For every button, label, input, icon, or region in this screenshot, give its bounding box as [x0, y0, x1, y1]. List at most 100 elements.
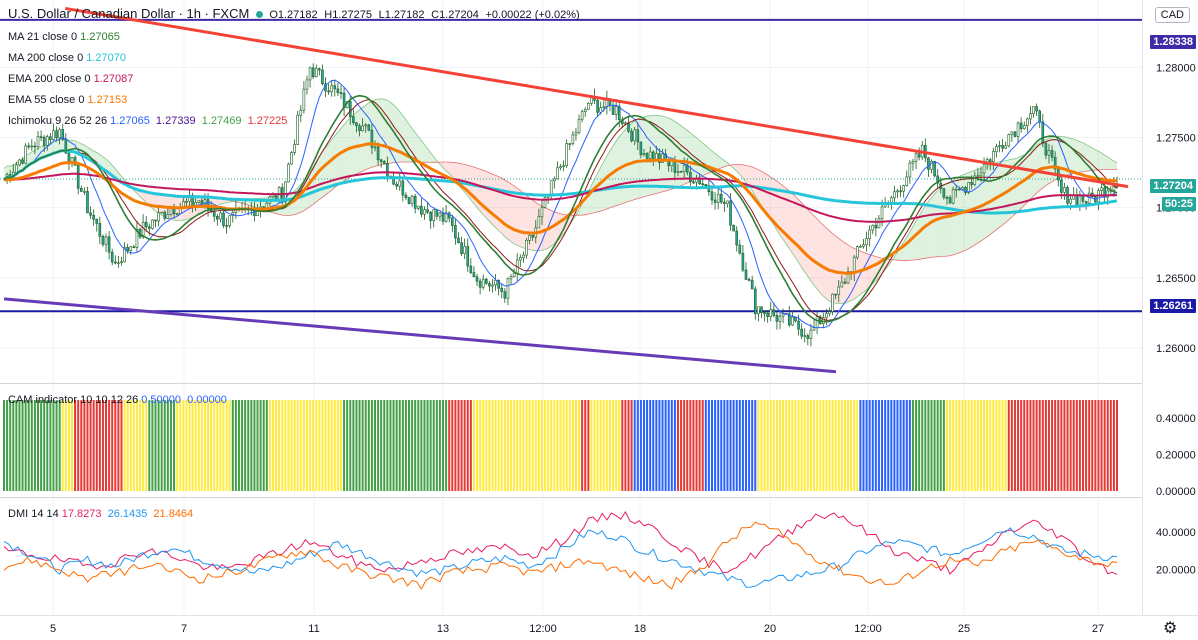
cam-bar — [497, 400, 500, 491]
cam-bar — [411, 400, 414, 491]
currency-badge[interactable]: CAD — [1154, 7, 1190, 23]
cam-bar — [466, 400, 469, 491]
cloud-segment — [832, 233, 836, 304]
candle-body — [927, 157, 930, 170]
candle-body — [562, 165, 565, 167]
cloud-segment — [489, 172, 493, 225]
cam-bar — [207, 400, 210, 491]
cloud-segment — [909, 226, 913, 261]
cloud-segment — [446, 161, 450, 174]
candle-body — [930, 161, 933, 170]
cloud-segment — [653, 115, 657, 195]
symbol-title[interactable]: U.S. Dollar / Canadian Dollar · 1h · FXC… — [8, 6, 250, 21]
candle-body — [481, 278, 485, 288]
cam-bar — [970, 400, 973, 491]
candle-body — [1081, 195, 1085, 202]
cam-bar — [627, 400, 630, 491]
indicator-ema200[interactable]: EMA 200 close 0 1.27087 — [8, 73, 136, 85]
cam-bar — [234, 400, 237, 491]
candle-body — [954, 188, 958, 191]
cam-bar — [12, 400, 15, 491]
cam-bar — [225, 400, 228, 491]
cam-legend[interactable]: CAM indicator 10 10 12 26 0.50000 0.00000 — [8, 394, 230, 406]
cam-bar — [766, 400, 769, 491]
pane-separator-dmi[interactable] — [0, 497, 1142, 498]
candle-body — [797, 320, 800, 330]
cam-bar — [108, 400, 111, 491]
symbol-header[interactable]: U.S. Dollar / Canadian Dollar · 1h · FXC… — [8, 6, 583, 21]
candle-body — [763, 312, 766, 314]
cloud-segment — [677, 123, 682, 187]
cloud-segment — [1076, 140, 1080, 173]
dmi-legend[interactable]: DMI 14 14 17.8273 26.1435 21.8464 — [8, 508, 196, 520]
candle-body — [1035, 106, 1038, 112]
cam-bar — [429, 400, 432, 491]
cam-bar — [1047, 400, 1050, 491]
ichimoku-span-a — [3, 98, 1118, 304]
cam-bar — [1004, 400, 1007, 491]
cam-bar — [358, 400, 361, 491]
cam-bar — [58, 400, 61, 491]
cloud-segment — [155, 193, 159, 214]
cam-bar — [203, 400, 206, 491]
candle-body — [769, 309, 773, 317]
candle-body — [287, 163, 290, 183]
cam-bar — [442, 400, 445, 491]
cloud-segment — [863, 252, 867, 293]
indicator-value: 1.27339 — [155, 115, 196, 127]
indicator-ichimoku[interactable]: Ichimoku 9 26 52 26 1.27065 1.27339 1.274… — [8, 115, 290, 127]
cloud-segment — [523, 193, 527, 249]
candle-body — [741, 252, 745, 271]
candle-body — [627, 122, 630, 132]
cam-bar — [757, 400, 760, 491]
candle-body — [83, 191, 86, 193]
cloud-segment — [912, 221, 917, 261]
cam-bar — [1029, 400, 1032, 491]
candle-body — [772, 309, 776, 316]
cam-bar — [228, 400, 231, 491]
cam-bar — [537, 400, 540, 491]
candle-body — [942, 188, 946, 198]
cam-bar — [105, 400, 108, 491]
cam-bar — [123, 400, 126, 491]
cam-bar — [49, 400, 52, 491]
cam-bar — [370, 400, 373, 491]
cloud-segment — [804, 206, 808, 277]
cloud-segment — [557, 212, 561, 241]
cam-bar — [61, 400, 64, 491]
gear-icon[interactable]: ⚙ — [1163, 620, 1178, 637]
candle-body — [982, 164, 986, 174]
cam-bar — [293, 400, 296, 491]
cam-bar — [349, 400, 352, 491]
candle-body — [902, 185, 905, 192]
cam-bar — [9, 400, 12, 491]
candle-body — [1100, 187, 1103, 191]
cam-bar — [1088, 400, 1091, 491]
candle-body — [871, 224, 875, 231]
indicator-ma21[interactable]: MA 21 close 0 1.27065 — [8, 31, 123, 43]
cloud-segment — [724, 160, 728, 167]
eye-icon[interactable] — [256, 11, 264, 18]
candle-body — [874, 224, 878, 229]
candle-body — [219, 212, 222, 220]
cam-bar — [1109, 400, 1112, 491]
cloud-segment — [857, 249, 861, 297]
candle-body — [859, 246, 862, 248]
candle-body — [645, 153, 649, 159]
time-tick-label: 25 — [957, 623, 971, 635]
candle-body — [936, 175, 939, 184]
pane-separator-cam[interactable] — [0, 383, 1142, 384]
candle-body — [472, 272, 476, 278]
cam-bar — [908, 400, 911, 491]
cam-bar — [785, 400, 788, 491]
indicator-ema55[interactable]: EMA 55 close 0 1.27153 — [8, 94, 130, 106]
candle-body — [559, 166, 562, 169]
cloud-segment — [424, 144, 428, 163]
candle-body — [815, 316, 819, 329]
candle-body — [86, 191, 89, 214]
cam-bar — [408, 400, 411, 491]
cam-bar — [454, 400, 457, 491]
candle-body — [689, 171, 692, 183]
indicator-ma200[interactable]: MA 200 close 0 1.27070 — [8, 52, 129, 64]
